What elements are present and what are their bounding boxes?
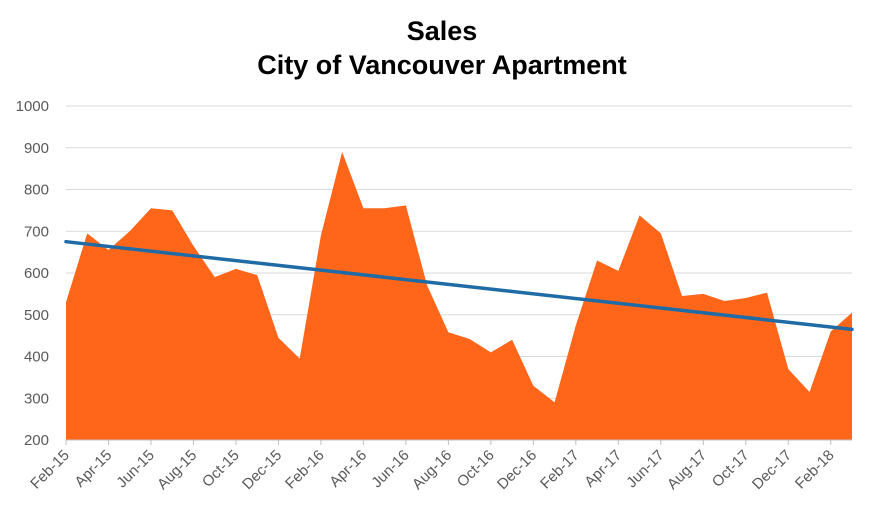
x-tick-label: Aug-16	[409, 447, 455, 493]
y-tick-label: 400	[24, 349, 49, 366]
x-tick-label: Apr-15	[71, 447, 115, 491]
x-tick-label: Oct-15	[199, 447, 243, 491]
x-tick-label: Oct-16	[454, 447, 498, 491]
x-tick-label: Dec-15	[239, 447, 285, 493]
x-tick-label: Feb-16	[282, 447, 328, 493]
chart-title: Sales	[406, 16, 478, 46]
x-tick-label: Aug-15	[154, 447, 200, 493]
y-tick-label: 700	[24, 223, 49, 240]
y-tick-label: 600	[24, 265, 49, 282]
y-tick-label: 300	[24, 390, 49, 407]
x-tick-label: Apr-16	[326, 447, 370, 491]
x-tick-label: Jun-16	[368, 447, 412, 491]
x-tick-label: Feb-18	[792, 447, 838, 493]
x-tick-label: Oct-17	[709, 447, 753, 491]
y-tick-label: 500	[24, 307, 49, 324]
x-tick-label: Dec-17	[749, 447, 795, 493]
y-tick-label: 1000	[16, 98, 49, 115]
y-tick-label: 800	[24, 182, 49, 199]
x-tick-label: Dec-16	[494, 447, 540, 493]
trendline	[64, 239, 854, 332]
x-tick-label: Feb-17	[537, 447, 583, 493]
y-tick-label: 900	[24, 140, 49, 157]
x-tick-label: Feb-15	[27, 447, 73, 493]
chart-subtitle: City of Vancouver Apartment	[257, 50, 627, 80]
x-tick-label: Jun-15	[113, 447, 157, 491]
x-tick-label: Apr-17	[581, 447, 625, 491]
x-tick-label: Jun-17	[623, 447, 667, 491]
y-tick-label: 200	[24, 432, 49, 449]
sales-area-series	[66, 151, 852, 440]
x-tick-label: Aug-17	[664, 447, 710, 493]
